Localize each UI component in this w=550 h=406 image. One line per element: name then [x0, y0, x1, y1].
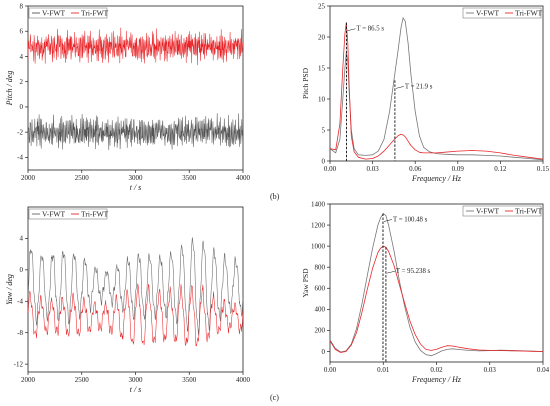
legend-entry: V-FWT	[476, 9, 499, 18]
pitch-time-chart: 2000 2500 3000 3500 4000 -4 -2 0 2 4 6 8 t / s Pitch …	[5, 2, 251, 192]
x-tick-label: 0.09	[452, 165, 465, 173]
y-tick-label: 6	[20, 28, 24, 36]
y-axis-label: Yaw / deg	[5, 274, 14, 305]
y-tick-label: -4	[17, 154, 23, 162]
series-line-tri-fwt	[28, 283, 243, 347]
y-tick-label: 25	[318, 2, 326, 10]
plot-frame	[329, 203, 544, 363]
x-tick-label: 0.03	[484, 366, 497, 374]
period-annotation: T = 100.48 s	[393, 216, 428, 223]
yaw-time-chart: 2000 2500 3000 3500 4000 -12 -8 -4 0 4 t / s Yaw / …	[5, 206, 251, 394]
y-tick-label: 200	[315, 327, 326, 335]
y-axis-label: Pitch PSD	[301, 67, 310, 99]
legend-box	[462, 205, 542, 217]
legend-entry: Tri-FWT	[81, 210, 109, 219]
x-tick-label: 4000	[236, 174, 251, 182]
period-annotation: T = 86.5 s	[356, 26, 384, 33]
legend-box	[28, 7, 108, 19]
y-tick-label: 0	[322, 157, 326, 165]
y-tick-label: 600	[315, 285, 326, 293]
period-annotation: T = 95.238 s	[396, 268, 431, 275]
plot-area	[330, 17, 543, 161]
legend-entry: V-FWT	[476, 207, 499, 216]
legend-box	[462, 7, 542, 19]
series-line-tri-fwt	[330, 245, 543, 353]
x-tick-label: 0.00	[324, 366, 337, 374]
y-tick-label: 1200	[311, 221, 326, 229]
annotation-arrow	[347, 28, 356, 31]
plot-area	[28, 27, 243, 151]
x-tick-label: 0.15	[537, 165, 550, 173]
y-tick-label: 1000	[311, 242, 326, 250]
x-axis-label: Frequency / Hz	[411, 174, 462, 183]
x-axis-label: Frequency / Hz	[411, 375, 462, 384]
plot-frame	[27, 5, 244, 171]
annotation-arrow	[395, 86, 404, 89]
y-tick-label: 4	[20, 53, 24, 61]
series-line-tri-fwt	[28, 27, 243, 66]
y-tick-label: 2	[20, 78, 24, 86]
y-tick-label: 1400	[311, 200, 326, 208]
y-tick-label: 800	[315, 264, 326, 272]
y-tick-label: 0	[20, 103, 24, 111]
pitch-psd-chart: 0.00 0.03 0.06 0.09 0.12 0.15 0 5 10 15 20 25 Freque…	[301, 2, 550, 183]
series-line-v-fwt	[28, 113, 243, 151]
y-axis-label: Yaw PSD	[301, 268, 310, 298]
y-tick-label: 20	[318, 33, 326, 41]
legend-box	[28, 208, 108, 220]
legend-entry: V-FWT	[42, 9, 65, 18]
yaw-psd-chart: 0.00 0.01 0.02 0.03 0.04 0 200 400 600 800 1000 120…	[301, 200, 550, 384]
x-tick-label: 0.06	[409, 165, 422, 173]
legend-entry: Tri-FWT	[81, 9, 109, 18]
x-axis-label: t / s	[130, 183, 142, 192]
legend-entry: Tri-FWT	[515, 9, 543, 18]
x-tick-label: 0.03	[366, 165, 379, 173]
x-tick-label: 2000	[21, 174, 36, 182]
y-tick-label: -8	[17, 329, 23, 337]
y-tick-label: 0	[20, 266, 24, 274]
y-tick-label: 15	[318, 64, 326, 72]
y-tick-label: 400	[315, 306, 326, 314]
x-tick-label: 4000	[236, 376, 251, 384]
period-annotation: T = 21.9 s	[405, 83, 433, 90]
annotation-arrow	[383, 219, 393, 222]
x-tick-label: 0.12	[494, 165, 507, 173]
y-tick-label: 0	[322, 348, 326, 356]
x-tick-label: 3000	[129, 174, 144, 182]
legend-entry: V-FWT	[42, 210, 65, 219]
y-tick-label: 10	[318, 95, 326, 103]
legend-entry: Tri-FWT	[515, 207, 543, 216]
series-line-v-fwt	[330, 17, 543, 161]
plot-frame	[27, 206, 244, 373]
x-axis-label: t / s	[130, 385, 142, 394]
series-line-v-fwt	[28, 237, 243, 336]
panel-label-b: (b)	[270, 192, 280, 201]
y-tick-label: -12	[14, 360, 24, 368]
y-tick-label: -4	[17, 298, 23, 306]
y-axis-label: Pitch / deg	[5, 71, 14, 107]
plot-frame	[329, 5, 544, 162]
y-tick-label: 5	[322, 126, 326, 134]
series-line-tri-fwt	[330, 22, 543, 160]
x-tick-label: 0.04	[537, 366, 550, 374]
y-tick-label: 8	[20, 2, 24, 10]
y-tick-label: 4	[20, 235, 24, 243]
x-tick-label: 2500	[75, 376, 90, 384]
x-tick-label: 3000	[129, 376, 144, 384]
series-line-v-fwt	[330, 213, 543, 357]
x-tick-label: 3500	[182, 174, 197, 182]
annotation-arrow	[386, 270, 395, 274]
x-tick-label: 0.00	[324, 165, 337, 173]
panel-label-c: (c)	[270, 393, 279, 402]
x-tick-label: 0.02	[430, 366, 443, 374]
plot-area	[330, 213, 543, 357]
x-tick-label: 2000	[21, 376, 36, 384]
x-tick-label: 2500	[75, 174, 90, 182]
plot-area	[28, 237, 243, 347]
y-tick-label: -2	[17, 128, 23, 136]
x-tick-label: 3500	[182, 376, 197, 384]
x-tick-label: 0.01	[377, 366, 390, 374]
